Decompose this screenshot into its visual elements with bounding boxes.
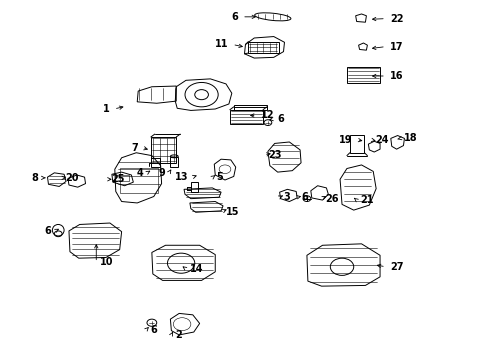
Bar: [115, 175, 129, 181]
Bar: [120, 168, 158, 193]
Text: 8: 8: [31, 173, 38, 183]
Text: 27: 27: [389, 262, 403, 272]
Text: 26: 26: [325, 194, 338, 204]
Text: 13: 13: [175, 172, 188, 182]
Text: 9: 9: [158, 168, 164, 178]
Bar: [346, 67, 379, 83]
Text: 18: 18: [404, 134, 417, 143]
Bar: [151, 158, 159, 167]
Text: 25: 25: [111, 174, 124, 184]
Text: 3: 3: [283, 192, 290, 202]
Text: 14: 14: [189, 264, 203, 274]
Text: 5: 5: [216, 172, 223, 182]
Text: 19: 19: [339, 135, 352, 145]
Text: 6: 6: [301, 192, 307, 202]
Text: 22: 22: [389, 14, 403, 24]
Text: 6: 6: [277, 114, 284, 124]
Text: 20: 20: [65, 173, 79, 183]
Bar: [170, 157, 178, 167]
Text: 17: 17: [389, 42, 403, 51]
Text: 16: 16: [389, 71, 403, 81]
Text: 10: 10: [100, 257, 113, 267]
Text: 12: 12: [260, 111, 274, 121]
Bar: [233, 105, 266, 110]
Text: 4: 4: [136, 168, 143, 178]
Bar: [248, 41, 278, 53]
Text: 7: 7: [131, 143, 138, 153]
Text: 23: 23: [267, 150, 281, 160]
Text: 11: 11: [214, 40, 228, 49]
Bar: [151, 137, 176, 163]
Text: 21: 21: [360, 195, 373, 205]
Text: 1: 1: [103, 104, 110, 114]
Text: 15: 15: [225, 207, 239, 217]
Text: 2: 2: [175, 330, 182, 340]
Text: 6: 6: [150, 325, 156, 335]
Text: 6: 6: [44, 226, 51, 236]
Text: 6: 6: [231, 12, 238, 22]
Bar: [349, 135, 364, 153]
Text: 24: 24: [374, 135, 388, 145]
Bar: [190, 182, 197, 192]
Bar: [229, 110, 263, 124]
